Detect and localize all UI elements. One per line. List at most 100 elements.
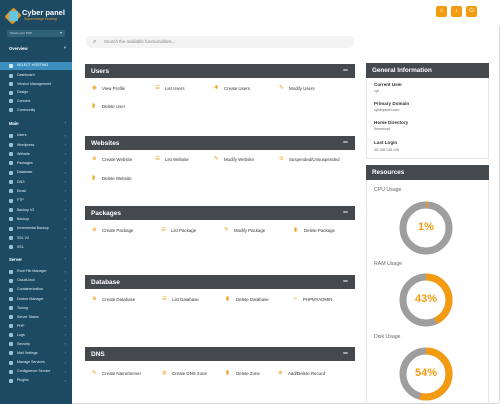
delete-website-label: Delete Website <box>102 176 132 181</box>
database-panel-header: Database − <box>85 275 355 289</box>
chevron-right-icon: › <box>64 206 66 212</box>
sidebar-item-server-status[interactable]: Server Status › <box>0 314 72 322</box>
sidebar-item-wordpress[interactable]: Wordpress › <box>0 141 72 149</box>
sidebar-item-label: Mail Settings <box>17 351 38 356</box>
sidebar-item-ssl[interactable]: SSL › <box>0 244 72 252</box>
sidebar-item-tuning[interactable]: Tuning › <box>0 304 72 312</box>
sidebar-item-mail-settings[interactable]: Mail Settings › <box>0 350 72 358</box>
chevron-right-icon: › <box>64 234 66 240</box>
trash-icon: ▮ <box>226 370 230 376</box>
list-package-label: List Package <box>171 228 197 233</box>
add-circle-icon: ⊕ <box>92 296 97 302</box>
minimize-icon[interactable]: − <box>342 275 348 286</box>
sidebar-item-version-management[interactable]: Version Management <box>0 81 72 89</box>
sidebar-item-label: Community <box>17 107 36 112</box>
list-users-label: List Users <box>165 86 185 91</box>
chevron-right-icon: › <box>64 359 66 365</box>
minimize-icon[interactable]: − <box>342 64 348 75</box>
sidebar-item-email[interactable]: Email › <box>0 188 72 196</box>
sidebar-item-connect[interactable]: Connect <box>0 98 72 106</box>
sidebar-item-php[interactable]: PHP › <box>0 323 72 331</box>
sidebar-item-docker-manager[interactable]: Docker Manager › <box>0 295 72 303</box>
ram-usage-value: 43% <box>414 293 438 305</box>
sidebar-item-ssl-v2[interactable]: SSL V2 › <box>0 234 72 242</box>
sidebar-item-label: Configserver Service <box>17 369 51 374</box>
menu-item-icon <box>9 189 13 194</box>
sidebar-section-server[interactable]: Server ‹ <box>0 255 72 264</box>
sidebar-item-logs[interactable]: Logs › <box>0 332 72 340</box>
sidebar-section-main[interactable]: Main ‹ <box>0 119 72 128</box>
list-icon: ☰ <box>161 227 166 233</box>
delete-zone-label: Delete Zone <box>236 371 260 376</box>
sidebar-item-incremental-backup[interactable]: Incremental Backup › <box>0 225 72 233</box>
menu-item-icon <box>9 245 13 250</box>
list-icon: ☰ <box>162 296 167 302</box>
chevron-right-icon: › <box>64 225 66 231</box>
sidebar-item-website[interactable]: Website › <box>0 151 72 159</box>
menu-item-icon <box>9 235 13 240</box>
sidebar-item-manage-services[interactable]: Manage Services › <box>0 359 72 367</box>
php-selector[interactable]: Select your PHP ▾ <box>7 30 65 37</box>
search-bar[interactable]: ⌕ Search the available functionalities..… <box>86 36 354 48</box>
dns-panel-title: DNS <box>91 350 105 358</box>
dns-panel-header: DNS − <box>85 347 355 361</box>
delete-user-label: Delete User <box>102 104 126 109</box>
sidebar-item-database[interactable]: Database › <box>0 169 72 177</box>
delete-database-label: Delete Database <box>236 297 269 302</box>
view-profile-label: View Profile <box>102 86 126 91</box>
menu-item-icon <box>9 107 13 112</box>
sidebar-item-label: CloudLinux <box>17 278 35 283</box>
sidebar-item-cloudlinux[interactable]: CloudLinux › <box>0 277 72 285</box>
packages-panel-title: Packages <box>91 209 121 217</box>
disk-gauge <box>399 347 453 401</box>
sidebar-item-security[interactable]: Security › <box>0 341 72 349</box>
chevron-right-icon: › <box>64 314 66 319</box>
menu-item-icon <box>9 369 13 374</box>
primary-domain-value: cyberpanel.com <box>374 108 400 112</box>
last-login-value: 45.108.135.149 <box>374 148 399 152</box>
sidebar-item-select-hosting[interactable]: SELECT HOSTING <box>0 62 72 70</box>
sidebar-item-containerization[interactable]: Containerization › <box>0 286 72 294</box>
menu-item-icon <box>9 73 13 78</box>
sidebar-item-design[interactable]: Design <box>0 89 72 97</box>
sidebar-item-label: Website <box>17 151 30 156</box>
search-placeholder[interactable]: Search the available functionalities... <box>104 39 176 45</box>
create-website-label: Create Website <box>102 157 133 162</box>
modify-package-label: Modify Package <box>234 228 266 233</box>
sidebar-item-label: Design <box>17 90 29 95</box>
sidebar-item-dashboard[interactable]: Dashboard <box>0 72 72 80</box>
sidebar-item-root-file-manager[interactable]: Root File Manager › <box>0 268 72 276</box>
sidebar-item-label: SSL <box>17 244 24 249</box>
menu-item-icon <box>9 217 13 222</box>
sidebar-item-label: Logs <box>17 332 25 337</box>
sidebar-item-plugins[interactable]: Plugins › <box>0 377 72 385</box>
chevron-right-icon: › <box>64 368 66 374</box>
menu-item-icon <box>9 324 13 329</box>
sidebar-item-backup-v2[interactable]: Backup V2 › <box>0 206 72 214</box>
logout-button[interactable]: ⏻ <box>466 6 477 17</box>
sidebar-section-overview[interactable]: Overview ▾ <box>0 44 72 53</box>
sidebar-item-label: SELECT HOSTING <box>17 63 49 68</box>
minimize-icon[interactable]: − <box>342 136 348 147</box>
sidebar-item-ftp[interactable]: FTP › <box>0 197 72 205</box>
sidebar-item-community[interactable]: Community <box>0 106 72 114</box>
primary-domain-label: Primary Domain <box>374 101 410 106</box>
disk-usage-value: 54% <box>414 367 438 379</box>
minimize-icon[interactable]: − <box>342 206 348 217</box>
sidebar-item-users[interactable]: Users › <box>0 132 72 140</box>
sidebar-item-backup[interactable]: Backup › <box>0 216 72 224</box>
resources-header: Resources <box>366 165 489 180</box>
trash-icon: ▮ <box>226 296 230 302</box>
chevron-icon: ‹ <box>64 120 67 125</box>
cpu-gauge <box>399 201 453 255</box>
home-button[interactable]: ⌂ <box>436 6 447 17</box>
minimize-icon[interactable]: − <box>342 347 348 358</box>
sidebar-item-configserver-service[interactable]: Configserver Service › <box>0 368 72 376</box>
menu-item-icon <box>9 305 13 310</box>
sidebar-item-packages[interactable]: Packages › <box>0 160 72 168</box>
notifications-button[interactable]: ♪ <box>451 6 462 17</box>
sidebar-item-dns[interactable]: DNS › <box>0 179 72 187</box>
suspend-website-label: Suspended/Unsuspended <box>289 157 340 162</box>
sidebar-section-label: Overview <box>9 46 28 51</box>
sidebar-item-label: SSL V2 <box>17 235 30 240</box>
